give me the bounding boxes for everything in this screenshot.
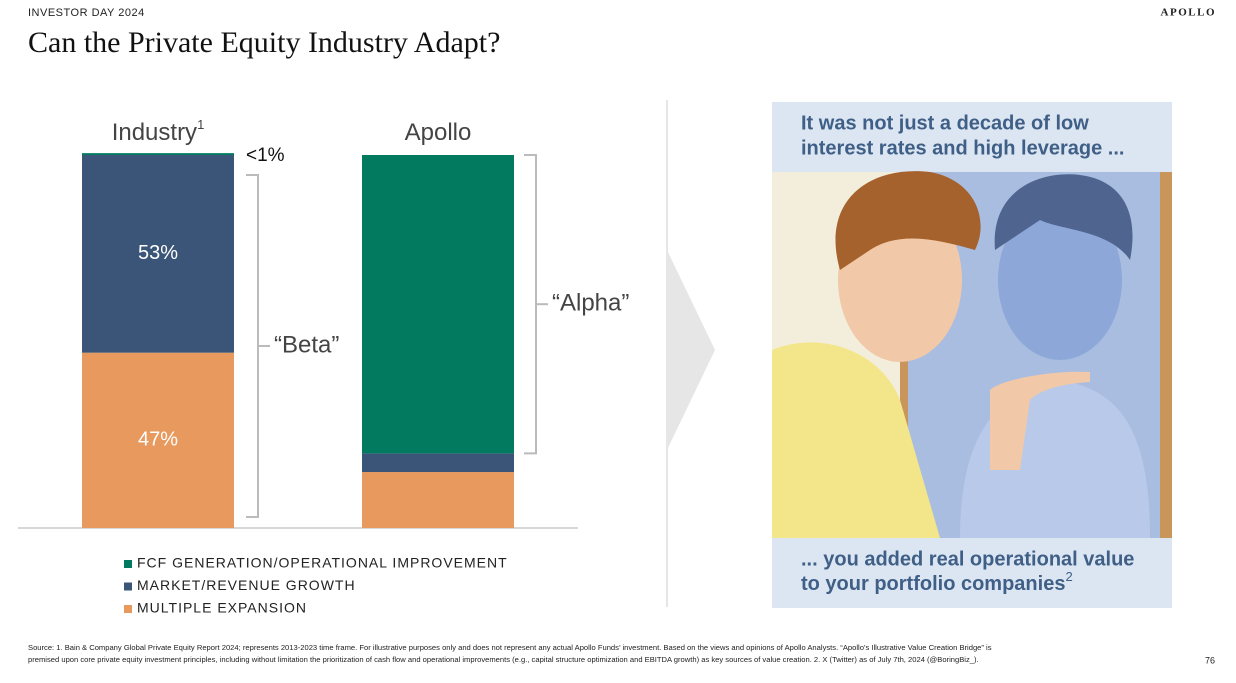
category-text: Apollo — [405, 119, 472, 146]
category-label: Apollo — [405, 119, 472, 146]
legend-swatch — [124, 560, 132, 568]
panel-top-line: interest rates and high leverage ... — [801, 137, 1124, 159]
value-label: 47% — [138, 429, 178, 451]
legend-swatch — [124, 582, 132, 591]
panel-bottom-line: to your portfolio companies2 — [801, 569, 1073, 595]
category-text: Industry — [112, 119, 197, 146]
legend-label: MARKET/REVENUE GROWTH — [137, 577, 356, 593]
brand: APOLLO — [1161, 7, 1216, 19]
footnote-mark: 1 — [197, 117, 204, 132]
panel-top-line: It was not just a decade of low — [801, 112, 1089, 134]
bar-segment — [82, 153, 234, 155]
bar-segment — [362, 472, 514, 528]
illustration — [772, 171, 1172, 538]
category-label: Industry1 — [112, 117, 205, 146]
value-label: <1% — [246, 145, 285, 166]
source-line: premised upon core private equity invest… — [28, 655, 979, 664]
value-label: 53% — [138, 242, 178, 264]
line-text: to your portfolio companies — [801, 573, 1065, 595]
event-label: INVESTOR DAY 2024 — [28, 7, 145, 19]
legend-label: FCF GENERATION/OPERATIONAL IMPROVEMENT — [137, 555, 508, 571]
panel-bottom-line: ... you added real operational value — [801, 548, 1134, 570]
legend-label: MULTIPLE EXPANSION — [137, 600, 307, 616]
bar-segment — [362, 453, 514, 473]
bar-segment — [82, 352, 234, 528]
source-line: Source: 1. Bain & Company Global Private… — [28, 643, 992, 652]
footnote-mark: 2 — [1065, 569, 1072, 584]
bar-segment — [362, 155, 514, 454]
bracket — [524, 154, 537, 455]
chevron — [667, 250, 715, 450]
annotation: “Alpha” — [552, 290, 629, 317]
legend-swatch — [124, 605, 132, 613]
slide-title: Can the Private Equity Industry Adapt? — [28, 26, 500, 59]
page-number: 76 — [1205, 655, 1215, 665]
bar-segment — [82, 155, 234, 353]
bracket — [246, 174, 259, 518]
annotation: “Beta” — [274, 331, 339, 358]
